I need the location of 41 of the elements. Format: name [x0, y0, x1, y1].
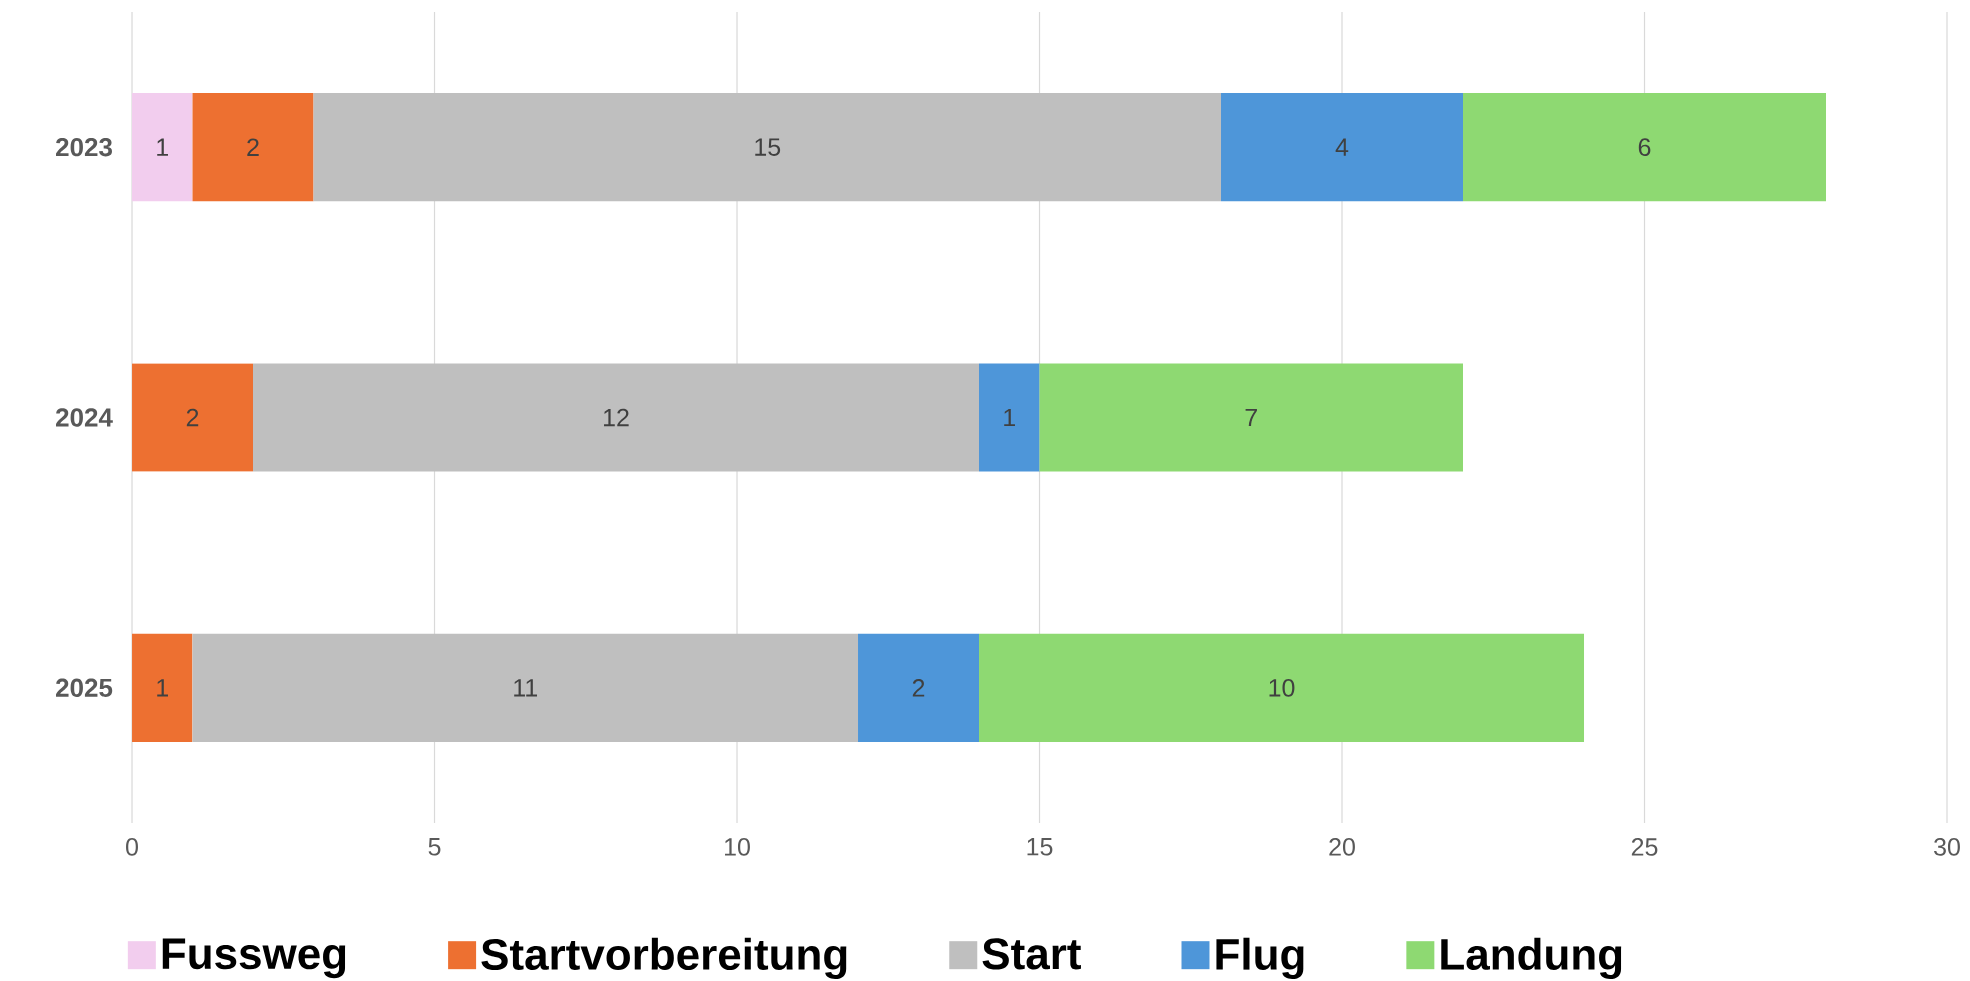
bar	[192, 93, 314, 202]
data-label: 15	[755, 138, 781, 157]
bar	[1039, 363, 1464, 472]
data-label: 2	[186, 408, 199, 427]
bar	[132, 93, 193, 202]
bar	[979, 363, 1040, 472]
x-tick-label: 5	[428, 838, 441, 856]
legend-label: Start	[982, 938, 1081, 970]
x-tick-label: 30	[1934, 838, 1960, 856]
legend-label: Landung	[1441, 937, 1622, 980]
data-label: 1	[157, 138, 168, 156]
x-tick-label: 20	[1329, 838, 1355, 856]
bar	[132, 363, 254, 472]
data-label: 7	[1245, 409, 1257, 427]
legend-label: Startvorbereitung	[481, 937, 847, 980]
y-tick-label: 2024	[56, 408, 113, 427]
data-label: 1	[157, 679, 168, 697]
x-tick-label: 0	[126, 838, 138, 856]
bar	[313, 93, 1222, 202]
legend-label: Flug	[1216, 937, 1304, 980]
data-label: 12	[604, 408, 629, 427]
data-label: 11	[514, 679, 538, 697]
bar	[1221, 93, 1464, 202]
bar	[858, 633, 980, 743]
data-label: 2	[912, 679, 925, 697]
legend-label: Fussweg	[162, 938, 346, 979]
y-tick-label: 2023	[56, 138, 112, 157]
bar	[253, 363, 980, 472]
data-label: 4	[1335, 138, 1349, 156]
data-label: 2	[247, 138, 259, 157]
data-label: 1	[1004, 409, 1015, 427]
data-label: 6	[1638, 138, 1651, 157]
x-tick-label: 15	[1027, 838, 1053, 856]
x-tick-label: 10	[725, 838, 750, 856]
bar	[1463, 93, 1827, 202]
bar	[192, 633, 859, 743]
bar	[979, 633, 1585, 743]
data-label: 10	[1269, 679, 1295, 697]
x-tick-label: 25	[1631, 838, 1658, 856]
y-tick-label: 2025	[56, 678, 113, 698]
bar	[132, 633, 193, 743]
